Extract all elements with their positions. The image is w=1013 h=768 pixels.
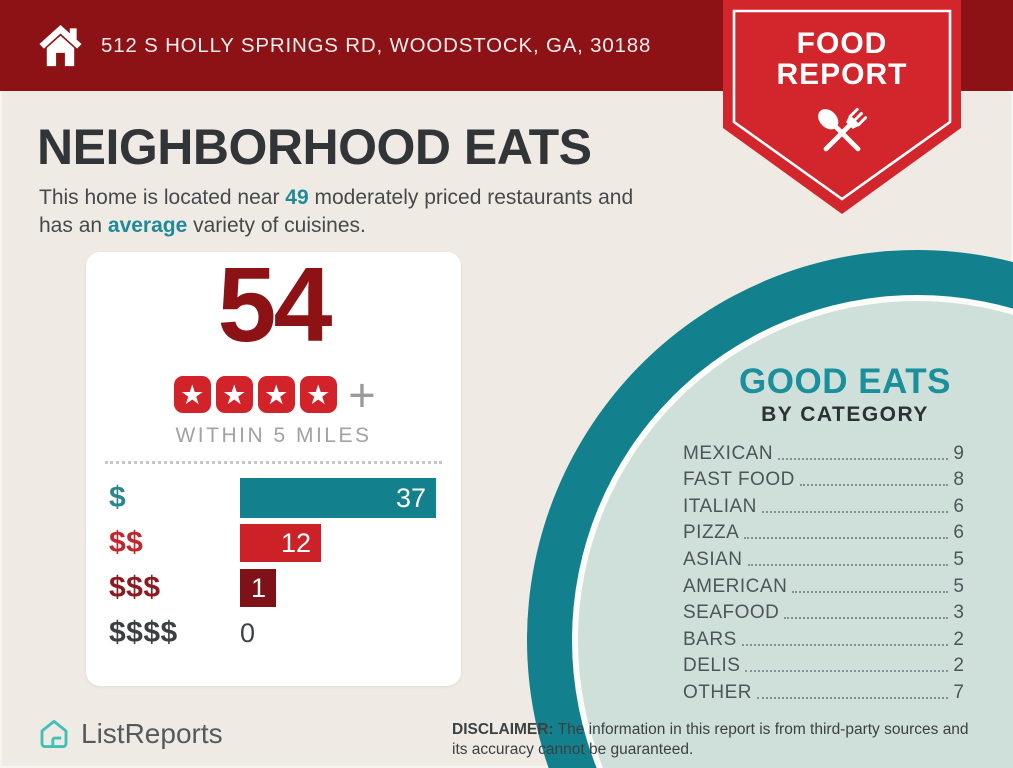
food-report-badge: FOOD REPORT	[723, 0, 961, 216]
dot-leader	[784, 617, 949, 620]
price-tier-row: $$$$ 0	[86, 614, 461, 652]
category-name: MEXICAN	[683, 442, 774, 464]
category-value: 8	[953, 469, 964, 491]
page-title: NEIGHBORHOOD EATS	[37, 119, 592, 175]
good-eats-subtitle: BY CATEGORY	[761, 403, 929, 426]
category-value: 3	[953, 602, 964, 624]
total-restaurant-count: 54	[217, 246, 333, 364]
badge-title: FOOD REPORT	[723, 28, 961, 90]
star-icon: ★	[215, 376, 253, 413]
price-tier-row: $$ 12	[86, 524, 461, 562]
listreports-brand: ListReports	[36, 716, 223, 752]
summary-text: This home is located near 49 moderately …	[39, 184, 633, 239]
category-name: AMERICAN	[683, 575, 788, 597]
listreports-logo-icon	[40, 719, 68, 749]
dot-leader	[745, 670, 949, 673]
bar-three-dollar: 1	[240, 569, 276, 607]
dot-leader	[799, 484, 949, 487]
star-icon: ★	[299, 376, 337, 413]
bar-one-dollar: 37	[240, 478, 436, 518]
category-value: 2	[953, 655, 964, 677]
disclaimer-text: DISCLAIMER: The information in this repo…	[452, 720, 982, 759]
category-name: ITALIAN	[683, 495, 757, 517]
category-row: FAST FOOD 8	[683, 465, 964, 492]
dot-leader	[747, 563, 949, 566]
restaurant-stats-card: 54 ★ ★ ★ ★ + WITHIN 5 MILES $ 37 $$ 12 $…	[86, 252, 461, 686]
star-icon: ★	[257, 376, 295, 413]
summary-segment: variety of cuisines.	[187, 213, 366, 237]
listreports-wordmark: ListReports	[81, 718, 223, 749]
disclaimer-label: DISCLAIMER:	[452, 721, 554, 738]
summary-segment: moderately priced restaurants and	[308, 186, 634, 209]
good-eats-heading: GOOD EATS BY CATEGORY	[695, 362, 995, 427]
price-tier-row: $$$ 1	[86, 569, 461, 607]
property-address: 512 S HOLLY SPRINGS RD, WOODSTOCK, GA, 3…	[101, 33, 652, 57]
badge-pennant-shape	[723, 0, 961, 214]
category-name: PIZZA	[683, 522, 740, 544]
category-value: 6	[953, 495, 964, 517]
plus-sign: +	[348, 368, 376, 421]
category-list: MEXICAN 9 FAST FOOD 8 ITALIAN 6 PIZZA 6 ASIA…	[683, 438, 964, 704]
category-value: 5	[953, 548, 964, 570]
bar-two-dollar: 12	[240, 524, 321, 562]
category-row: SEAFOOD 3	[683, 598, 964, 625]
category-row: PIZZA 6	[683, 518, 964, 545]
category-row: ASIAN 5	[683, 544, 964, 571]
category-name: FAST FOOD	[683, 469, 795, 491]
price-tier-label: $	[109, 481, 127, 514]
restaurant-count-highlight: 49	[285, 186, 309, 209]
category-row: ITALIAN 6	[683, 491, 964, 518]
dot-leader	[757, 696, 949, 699]
category-row: AMERICAN 5	[683, 571, 964, 598]
price-tier-label: $$$	[109, 571, 161, 604]
category-name: ASIAN	[683, 548, 743, 570]
summary-segment: This home is located near	[39, 186, 286, 209]
good-eats-title: GOOD EATS	[739, 362, 951, 401]
dot-leader	[761, 510, 949, 513]
dot-leader	[744, 537, 949, 540]
disclaimer-body: The information in this report is from t…	[452, 721, 969, 758]
category-value: 2	[953, 628, 964, 650]
dot-leader	[792, 590, 949, 593]
price-tier-bar-chart: $ 37 $$ 12 $$$ 1 $$$$ 0	[86, 478, 461, 659]
category-value: 9	[953, 442, 964, 464]
category-row: OTHER 7	[683, 677, 964, 704]
category-value: 6	[953, 522, 964, 544]
category-name: DELIS	[683, 655, 741, 677]
radius-label: WITHIN 5 MILES	[175, 424, 372, 447]
category-name: OTHER	[683, 681, 752, 703]
star-rating: ★ ★ ★ ★ +	[86, 368, 461, 421]
category-row: DELIS 2	[683, 651, 964, 678]
dot-leader	[778, 457, 949, 460]
category-name: BARS	[683, 628, 737, 650]
price-tier-row: $ 37	[86, 478, 461, 518]
summary-segment: has an	[39, 213, 108, 237]
dot-leader	[741, 643, 949, 646]
star-icon: ★	[173, 376, 211, 413]
badge-title-line2: REPORT	[776, 58, 908, 91]
home-icon	[39, 24, 82, 67]
price-tier-label: $$	[109, 526, 144, 559]
price-tier-label: $$$$	[109, 616, 178, 649]
category-row: BARS 2	[683, 624, 964, 651]
category-value: 5	[953, 575, 964, 597]
badge-title-line1: FOOD	[796, 27, 888, 60]
variety-highlight: average	[107, 213, 188, 237]
dotted-divider	[105, 461, 442, 464]
category-value: 7	[953, 681, 964, 703]
bar-four-dollar: 0	[240, 618, 256, 648]
category-row: MEXICAN 9	[683, 438, 964, 465]
good-eats-circle	[527, 250, 1013, 768]
crossed-spoon-fork-icon	[818, 107, 868, 152]
category-name: SEAFOOD	[683, 602, 780, 624]
